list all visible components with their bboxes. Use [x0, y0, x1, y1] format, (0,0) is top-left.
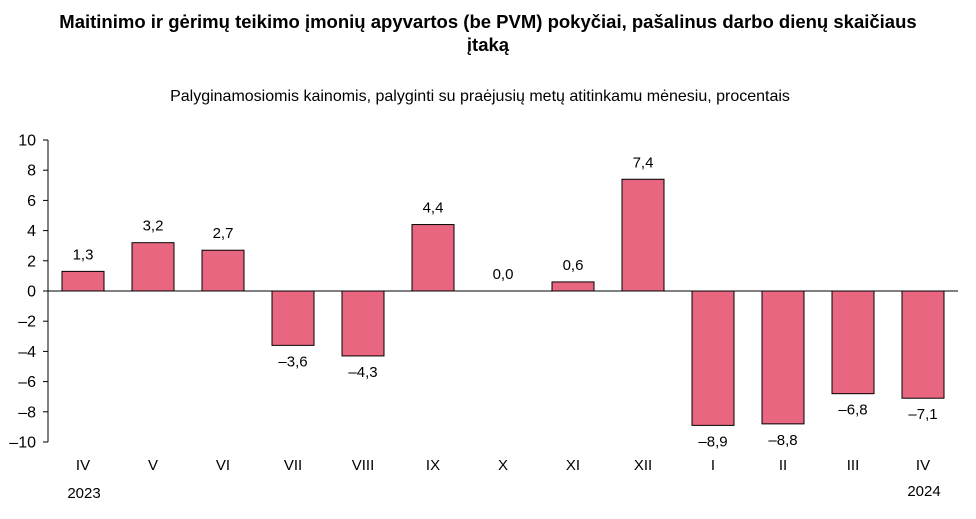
year-label-2023: 2023 [67, 485, 100, 502]
x-tick-label: X [498, 457, 508, 474]
x-tick-label: I [711, 457, 715, 474]
data-label: –4,3 [348, 364, 377, 381]
data-label: –7,1 [908, 406, 937, 423]
x-tick-label: II [779, 457, 787, 474]
data-label: 3,2 [143, 218, 164, 235]
data-label: –3,6 [278, 353, 307, 370]
y-tick-label: –4 [18, 344, 36, 361]
bars: 1,3 3,2 2,7 –3,6 –4,3 4,4 0,0 0,6 7,4 –8,9 –8,8 –6,… [61, 154, 945, 450]
y-tick-label: 2 [27, 253, 36, 270]
bar [691, 290, 735, 426]
data-label: 0,6 [563, 257, 584, 274]
bar [831, 290, 875, 395]
bar [201, 249, 245, 292]
y-tick-label: 10 [18, 133, 36, 150]
data-label: –8,8 [768, 432, 797, 449]
bar [61, 270, 105, 292]
bar [411, 224, 455, 292]
x-tick-label: V [148, 457, 158, 474]
data-label: 7,4 [633, 154, 654, 171]
chart-title: Maitinimo ir gėrimų teikimo įmonių apyva… [0, 10, 976, 56]
data-label: 1,3 [73, 246, 94, 263]
x-tick-label: III [847, 457, 860, 474]
chart-title-line1: Maitinimo ir gėrimų teikimo įmonių apyva… [59, 11, 917, 32]
bar [621, 178, 665, 292]
bar [341, 290, 385, 357]
chart-title-line2: įtaką [466, 34, 510, 55]
y-axis: 10 8 6 4 2 0 –2 –4 –6 –8 –10 [9, 133, 49, 452]
chart-subtitle: Palyginamosiomis kainomis, palyginti su … [170, 88, 790, 105]
x-tick-label: VI [216, 457, 230, 474]
year-label-2024: 2024 [907, 483, 940, 500]
x-tick-label: XII [634, 457, 652, 474]
x-tick-label: VIII [352, 457, 375, 474]
data-label: –8,9 [698, 433, 727, 450]
x-tick-label: VII [284, 457, 302, 474]
y-tick-label: 8 [27, 163, 36, 180]
y-tick-label: 6 [27, 193, 36, 210]
x-tick-label: IV [76, 457, 90, 474]
bar [131, 242, 175, 292]
x-axis: IV V VI VII VIII IX X XI XII I II III IV [48, 290, 958, 474]
y-tick-label: 0 [27, 284, 36, 301]
data-label: –6,8 [838, 402, 867, 419]
bar [761, 290, 805, 425]
data-label: 4,4 [423, 200, 444, 217]
bar [551, 281, 595, 292]
y-tick-label: 4 [27, 223, 36, 240]
x-tick-label: IX [426, 457, 440, 474]
x-tick-label: XI [566, 457, 580, 474]
bar [901, 290, 945, 399]
y-tick-label: –6 [18, 374, 36, 391]
x-tick-label: IV [916, 457, 930, 474]
bar [271, 290, 315, 346]
y-tick-label: –2 [18, 314, 36, 331]
y-tick-label: –8 [18, 404, 36, 421]
data-label: 2,7 [213, 225, 234, 242]
y-tick-label: –10 [9, 435, 36, 452]
data-label: 0,0 [493, 266, 514, 283]
